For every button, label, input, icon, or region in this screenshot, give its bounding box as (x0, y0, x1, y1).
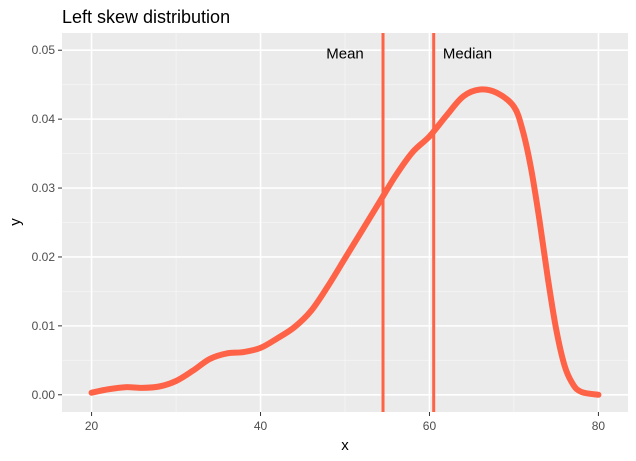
density-line (88, 86, 602, 398)
y-tick-label: 0.03 (32, 181, 56, 195)
x-tick-label: 60 (423, 419, 437, 433)
y-tick-label: 0.01 (32, 319, 56, 333)
annotations: Mean Median (326, 46, 492, 63)
y-tick-label: 0.05 (32, 43, 56, 57)
y-axis-title: y (7, 218, 24, 226)
x-tick-label: 40 (254, 419, 268, 433)
axis-ticks: 20 40 60 80 0.00 0.01 0.02 0.03 0.04 0.05 (32, 43, 606, 433)
y-tick-label: 0.00 (32, 388, 56, 402)
median-annotation: Median (443, 46, 492, 63)
mean-annotation: Mean (326, 46, 364, 63)
reference-lines (381, 33, 436, 412)
y-tick-label: 0.04 (32, 112, 56, 126)
x-tick-label: 20 (85, 419, 99, 433)
x-tick-label: 80 (592, 419, 606, 433)
y-tick-label: 0.02 (32, 250, 56, 264)
chart-title: Left skew distribution (62, 7, 230, 27)
x-axis-title: x (341, 437, 349, 454)
